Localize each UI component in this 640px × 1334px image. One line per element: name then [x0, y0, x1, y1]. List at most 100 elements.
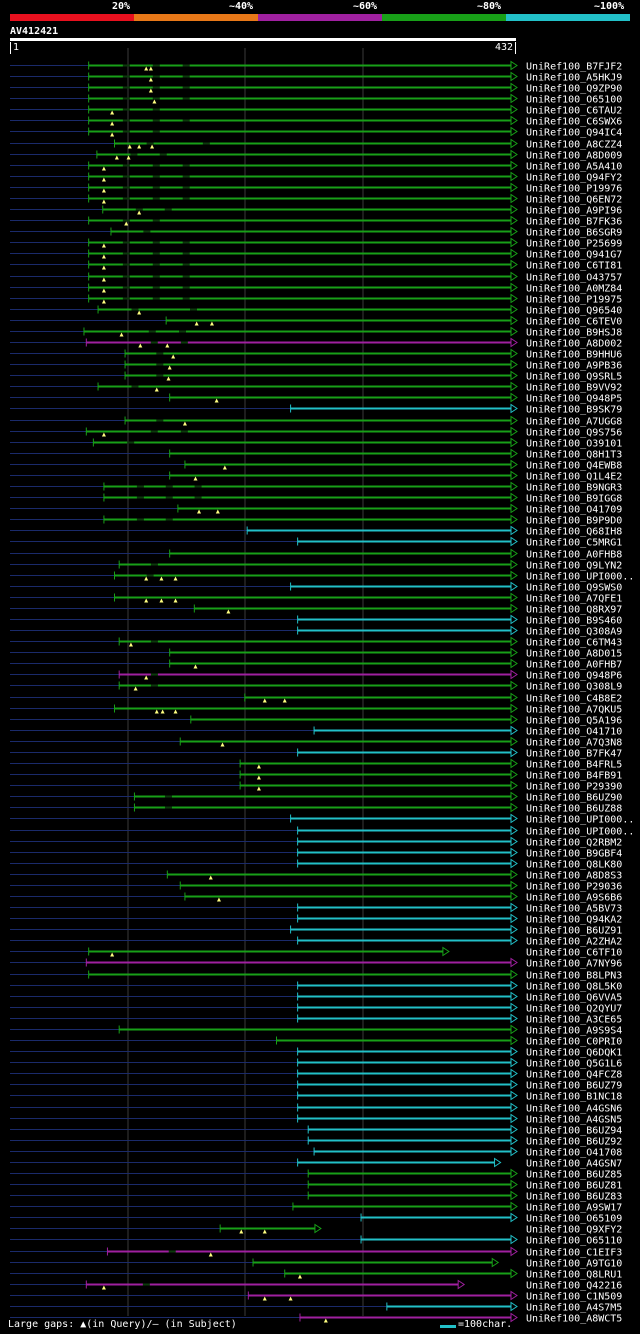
query-gap-marker — [101, 432, 106, 437]
hit-end-arrow — [510, 503, 518, 514]
query-gap-marker — [167, 365, 172, 370]
query-gap-marker — [150, 144, 155, 149]
query-gap-marker — [182, 421, 187, 426]
hit-end-arrow — [510, 115, 518, 126]
hit-label: UniRef100_Q42216 — [526, 1281, 622, 1292]
hit-end-arrow — [510, 559, 518, 570]
hit-end-arrow — [510, 193, 518, 204]
query-gap-marker — [256, 764, 261, 769]
hit-label: UniRef100_A4GSN5 — [526, 1115, 622, 1126]
hit-label: UniRef100_A9TG10 — [526, 1259, 622, 1270]
hit-label: UniRef100_Q9LYN2 — [526, 561, 622, 572]
hit-end-arrow — [510, 1146, 518, 1157]
hit-label: UniRef100_Q948P5 — [526, 394, 622, 405]
scale-key-line — [440, 1325, 456, 1328]
hit-label: UniRef100_B7FK47 — [526, 749, 622, 760]
hit-end-arrow — [510, 215, 518, 226]
hit-end-arrow — [510, 481, 518, 492]
hit-end-arrow — [510, 913, 518, 924]
query-gap-marker — [160, 709, 165, 714]
query-gap-marker — [148, 66, 153, 71]
hit-end-arrow — [510, 470, 518, 481]
hit-label: UniRef100_B6UZ79 — [526, 1081, 622, 1092]
query-gap-marker — [101, 177, 106, 182]
hit-label: UniRef100_O65109 — [526, 1214, 622, 1225]
hit-label: UniRef100_A9PB36 — [526, 361, 622, 372]
hit-label: UniRef100_O43757 — [526, 273, 622, 284]
hit-end-arrow — [510, 869, 518, 880]
hit-end-arrow — [510, 293, 518, 304]
hit-end-arrow — [510, 71, 518, 82]
query-gap-marker — [101, 188, 106, 193]
hit-end-arrow — [510, 935, 518, 946]
hit-label: UniRef100_A0FHB8 — [526, 550, 622, 561]
hit-label: UniRef100_B9NGR3 — [526, 483, 622, 494]
query-gap-marker — [256, 786, 261, 791]
hit-end-arrow — [510, 1168, 518, 1179]
hit-label: UniRef100_Q2RBM2 — [526, 838, 622, 849]
hit-end-arrow — [442, 946, 450, 957]
hit-label: UniRef100_Q8LK80 — [526, 860, 622, 871]
query-gap-marker — [193, 476, 198, 481]
hit-label: UniRef100_P29036 — [526, 882, 622, 893]
query-gap-marker — [159, 576, 164, 581]
hit-end-arrow — [510, 1046, 518, 1057]
hit-end-arrow — [510, 204, 518, 215]
hit-label: UniRef100_A9SW17 — [526, 1203, 622, 1214]
query-gap-marker — [127, 144, 132, 149]
hit-label: UniRef100_P19975 — [526, 295, 622, 306]
hit-label: UniRef100_B9VV92 — [526, 383, 622, 394]
hit-label: UniRef100_Q5A196 — [526, 716, 622, 727]
gaps-note: Large gaps: ▲(in Query)/– (in Subject) — [8, 1319, 237, 1330]
legend-swatch-100 — [506, 14, 630, 21]
hit-end-arrow — [510, 1301, 518, 1312]
query-gap-marker — [165, 343, 170, 348]
hit-end-arrow — [510, 924, 518, 935]
hit-label: UniRef100_A8D015 — [526, 649, 622, 660]
hit-label: UniRef100_B9SK79 — [526, 405, 622, 416]
hit-end-arrow — [510, 813, 518, 824]
query-gap-marker — [226, 609, 231, 614]
legend-label-40: ~40% — [229, 1, 254, 12]
query-gap-marker — [262, 698, 267, 703]
query-gap-marker — [144, 675, 149, 680]
hit-end-arrow — [510, 1212, 518, 1223]
hit-label: UniRef100_A4S7M5 — [526, 1303, 622, 1314]
hit-label: UniRef100_Q5G1L6 — [526, 1059, 622, 1070]
hit-end-arrow — [510, 625, 518, 636]
query-gap-marker — [101, 243, 106, 248]
hit-end-arrow — [510, 259, 518, 270]
hit-label: UniRef100_A8WCT5 — [526, 1314, 622, 1325]
hit-end-arrow — [510, 160, 518, 171]
hit-end-arrow — [510, 1057, 518, 1068]
query-gap-marker — [110, 952, 115, 957]
query-gap-marker — [148, 88, 153, 93]
hit-end-arrow — [510, 969, 518, 980]
hit-end-arrow — [510, 271, 518, 282]
hit-end-arrow — [510, 991, 518, 1002]
query-gap-marker — [114, 155, 119, 160]
hit-end-arrow — [314, 1223, 322, 1234]
query-bar — [10, 38, 516, 41]
ruler-start-label: 1 — [13, 42, 20, 53]
hit-end-arrow — [510, 525, 518, 536]
hit-label: UniRef100_P29390 — [526, 782, 622, 793]
query-gap-marker — [173, 598, 178, 603]
hit-label: UniRef100_A7UGG8 — [526, 417, 622, 428]
query-gap-marker — [166, 376, 171, 381]
hit-end-arrow — [510, 392, 518, 403]
hit-label: UniRef100_O39101 — [526, 439, 622, 450]
query-gap-marker — [110, 121, 115, 126]
hit-end-arrow — [510, 93, 518, 104]
legend-label-60: ~60% — [353, 1, 378, 12]
hit-end-arrow — [457, 1279, 466, 1290]
hit-label: UniRef100_Q6EN72 — [526, 195, 622, 206]
query-gap-marker — [197, 509, 202, 514]
query-gap-marker — [194, 321, 199, 326]
query-gap-marker — [126, 155, 131, 160]
hit-label: UniRef100_Q9SWS0 — [526, 583, 622, 594]
hit-end-arrow — [510, 403, 518, 414]
hit-end-arrow — [510, 647, 518, 658]
hit-label: UniRef100_A4GSN6 — [526, 1104, 622, 1115]
hit-end-arrow — [510, 603, 518, 614]
